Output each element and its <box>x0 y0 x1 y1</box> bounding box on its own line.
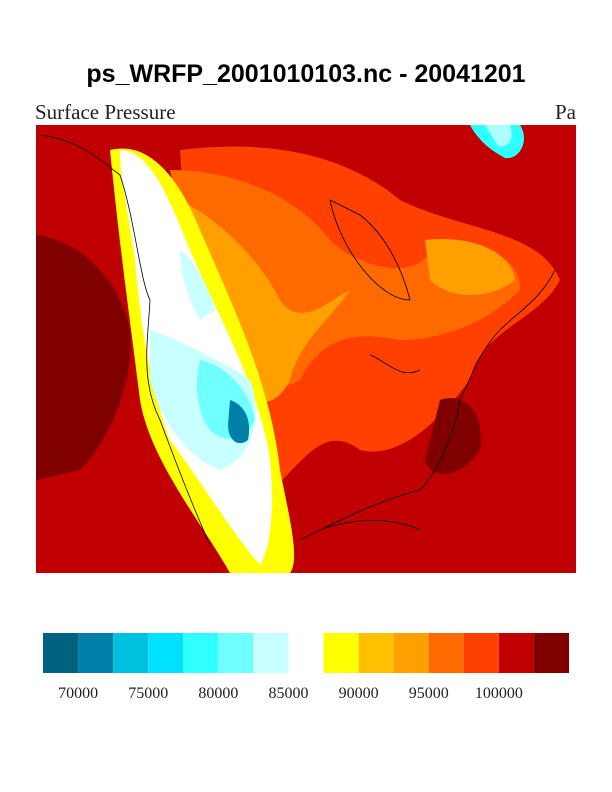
colorbar-box <box>393 633 429 673</box>
colorbar-box <box>113 633 149 673</box>
colorbar-box <box>358 633 394 673</box>
colorbar-box <box>253 633 289 673</box>
colorbar-box <box>428 633 464 673</box>
colorbar-box <box>43 633 79 673</box>
colorbar-label: 90000 <box>339 685 379 702</box>
colorbar-box <box>288 633 324 673</box>
colorbar-box <box>78 633 114 673</box>
left-string: Surface Pressure <box>35 100 176 124</box>
colorbar-label: 100000 <box>475 685 523 702</box>
colorbar-box <box>148 633 184 673</box>
colorbar-box <box>533 633 569 673</box>
right-string: Pa <box>555 100 577 124</box>
colorbar-label: 95000 <box>409 685 449 702</box>
map <box>36 125 576 573</box>
colorbar-label: 75000 <box>128 685 168 702</box>
colorbar-box <box>323 633 359 673</box>
title: ps_WRFP_2001010103.nc - 20041201 <box>86 60 525 88</box>
colorbar-box <box>463 633 499 673</box>
colorbar-label: 85000 <box>268 685 308 702</box>
colorbar-box <box>183 633 219 673</box>
colorbar-box <box>218 633 254 673</box>
colorbar-label: 80000 <box>198 685 238 702</box>
colorbar-label: 70000 <box>58 685 98 702</box>
colorbar-box <box>498 633 534 673</box>
colorbar: 70000 75000 80000 85000 90000 95000 100000 <box>43 633 569 702</box>
